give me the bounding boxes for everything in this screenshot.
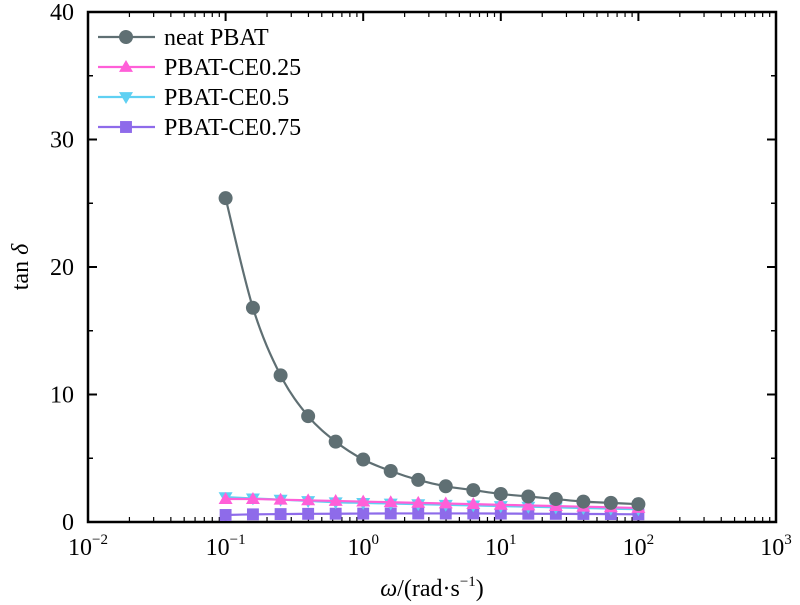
x-tick-label-exp: 1 <box>509 532 517 548</box>
data-point <box>521 498 536 511</box>
data-point <box>631 497 646 512</box>
y-axis-ticks: 0 10 20 30 40 <box>50 0 776 536</box>
data-point <box>383 495 398 508</box>
x-tick-label-base: 10 <box>347 535 371 561</box>
x-tick-label: 10−2 <box>68 532 108 561</box>
x-tick-label: 102 <box>623 532 655 561</box>
data-point <box>494 507 507 520</box>
data-point <box>548 492 563 507</box>
data-point <box>493 486 508 501</box>
data-point <box>356 452 371 467</box>
y-tick-label: 30 <box>50 128 74 154</box>
legend-item: PBAT-CE0.75 <box>98 115 301 141</box>
data-point <box>439 507 452 520</box>
x-tick-label: 101 <box>485 532 517 561</box>
data-point <box>328 434 343 449</box>
x-tick-label-exp: −2 <box>92 532 108 548</box>
legend-marker <box>119 60 133 72</box>
x-tick-label-exp: −1 <box>230 532 246 548</box>
series-line <box>225 512 639 517</box>
data-point <box>328 493 343 506</box>
legend-label: PBAT-CE0.75 <box>164 115 301 141</box>
data-point <box>357 507 370 520</box>
data-point <box>301 409 316 424</box>
x-axis-title: ω/(rad·s−1) <box>380 574 484 602</box>
legend-marker <box>119 92 133 104</box>
legend: neat PBAT PBAT-CE0.25 PBAT-CE0.5 PBAT-CE0.7… <box>98 25 301 141</box>
data-point <box>274 508 287 521</box>
data-point <box>273 368 288 383</box>
legend-item: PBAT-CE0.25 <box>98 55 301 81</box>
data-point <box>218 191 233 206</box>
x-tick-label: 100 <box>347 532 379 561</box>
legend-label: PBAT-CE0.25 <box>164 55 301 81</box>
x-tick-label-base: 10 <box>760 535 784 561</box>
y-tick-label: 0 <box>62 510 74 536</box>
data-point <box>219 509 232 521</box>
x-tick-label: 103 <box>760 532 792 561</box>
series-neat-pbat <box>218 191 646 512</box>
data-point <box>466 483 481 498</box>
y-tick-label: 20 <box>50 255 74 281</box>
data-point <box>329 507 342 520</box>
series-line <box>225 497 639 510</box>
data-point <box>384 507 397 520</box>
x-tick-label-base: 10 <box>206 535 230 561</box>
x-axis-ticks: 10−2 10−1 100 101 102 103 <box>68 12 792 561</box>
legend-item: PBAT-CE0.5 <box>98 85 289 111</box>
x-tick-label-exp: 2 <box>647 532 655 548</box>
data-point <box>438 496 453 509</box>
y-tick-label: 40 <box>50 0 74 26</box>
y-tick-label: 10 <box>50 383 74 409</box>
data-point <box>301 493 316 506</box>
series-layer <box>218 191 646 521</box>
data-point <box>218 492 233 504</box>
data-point <box>603 495 618 510</box>
legend-label: PBAT-CE0.5 <box>164 85 289 111</box>
series-line <box>224 197 639 506</box>
data-point <box>411 495 426 508</box>
x-tick-label-base: 10 <box>485 535 509 561</box>
data-point <box>466 497 481 510</box>
data-point <box>576 494 591 509</box>
legend-marker <box>119 30 133 44</box>
legend-marker <box>120 121 132 133</box>
data-point <box>302 507 315 520</box>
data-point <box>467 507 480 520</box>
data-point <box>493 497 508 510</box>
legend-label: neat PBAT <box>164 25 269 51</box>
x-tick-label: 10−1 <box>206 532 246 561</box>
data-point <box>412 507 425 520</box>
data-point <box>245 492 260 504</box>
data-point <box>521 489 536 504</box>
data-point <box>522 507 535 520</box>
data-point <box>411 472 426 487</box>
legend-item: neat PBAT <box>98 25 269 51</box>
x-tick-label-base: 10 <box>68 535 92 561</box>
x-tick-label-exp: 0 <box>371 532 379 548</box>
data-point <box>383 464 398 478</box>
data-point <box>245 300 260 315</box>
data-point <box>438 479 453 494</box>
data-point <box>273 492 288 505</box>
x-tick-label-base: 10 <box>623 535 647 561</box>
y-axis-title: tan δ <box>8 243 34 290</box>
data-point <box>246 508 259 521</box>
x-tick-label-exp: 3 <box>784 532 792 548</box>
data-point <box>356 494 371 507</box>
